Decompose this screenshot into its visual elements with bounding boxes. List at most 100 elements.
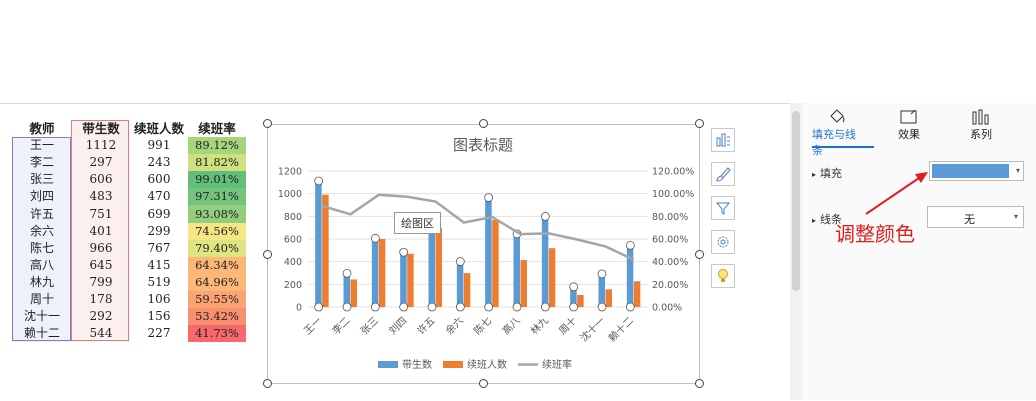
- cell-rate[interactable]: 64.96%: [188, 273, 246, 291]
- cell-students[interactable]: 606: [72, 171, 130, 189]
- chart-idea-button[interactable]: [711, 264, 735, 288]
- cell-students[interactable]: 483: [72, 188, 130, 206]
- cell-continuing[interactable]: 227: [147, 326, 171, 341]
- table-row: 李二 297 243 81.82%: [12, 154, 246, 172]
- fill-color-picker[interactable]: ▾: [929, 161, 1024, 181]
- cell-continuing[interactable]: 991: [147, 138, 171, 153]
- cell-rate[interactable]: 93.08%: [188, 205, 246, 223]
- legend-entry: 续班率: [542, 358, 572, 371]
- cell-students[interactable]: 544: [72, 325, 130, 343]
- cell-students[interactable]: 751: [72, 205, 130, 223]
- cell-continuing[interactable]: 299: [147, 223, 171, 238]
- legend-entry: 续班人数: [467, 358, 507, 371]
- cell-rate[interactable]: 99.01%: [188, 171, 246, 189]
- cell-rate[interactable]: 59.55%: [188, 290, 246, 309]
- bar-continuing: [633, 281, 641, 307]
- cell-teacher[interactable]: 林九: [12, 273, 72, 291]
- resize-handle-bottom-left[interactable]: [263, 379, 272, 388]
- panel-scrollbar[interactable]: [790, 103, 802, 400]
- cell-teacher[interactable]: 刘四: [12, 188, 72, 206]
- table-row: 林九 799 519 64.96%: [12, 273, 246, 291]
- cell-rate[interactable]: 41.73%: [188, 325, 246, 343]
- cell-students[interactable]: 292: [72, 308, 130, 326]
- cell-students[interactable]: 1112: [72, 137, 130, 155]
- cell-teacher[interactable]: 余六: [12, 222, 72, 240]
- chart-elements-button[interactable]: [711, 128, 735, 152]
- table-row: 许五 751 699 93.08%: [12, 205, 246, 223]
- cell-continuing[interactable]: 243: [147, 155, 171, 170]
- resize-handle-top[interactable]: [479, 119, 488, 128]
- cell-teacher[interactable]: 许五: [12, 205, 72, 223]
- cell-teacher[interactable]: 张三: [12, 171, 72, 189]
- cell-rate[interactable]: 64.34%: [188, 256, 246, 274]
- cell-rate[interactable]: 53.42%: [188, 308, 246, 326]
- cell-teacher[interactable]: 王一: [12, 137, 72, 155]
- y-tick-label-left: 1000: [278, 189, 302, 200]
- x-tick-label: 林九: [528, 314, 551, 337]
- fill-color-swatch: [932, 164, 1009, 178]
- chart-area[interactable]: 图表标题 0 200 400 600 800 1000 1200 0.00% 20.00% 40.0…: [267, 124, 700, 384]
- expand-fill-icon: ▸: [812, 170, 817, 179]
- header-rate[interactable]: 续班率: [198, 121, 236, 137]
- tab-fill-line[interactable]: 填充与线条: [812, 104, 862, 158]
- cell-teacher[interactable]: 赖十二: [12, 325, 72, 343]
- header-continuing[interactable]: 续班人数: [133, 121, 184, 137]
- cell-students[interactable]: 297: [72, 154, 130, 172]
- cell-teacher[interactable]: 高八: [12, 256, 72, 274]
- active-tab-indicator: [812, 146, 874, 148]
- cell-continuing[interactable]: 156: [147, 309, 171, 324]
- table-row: 高八 645 415 64.34%: [12, 256, 246, 274]
- cell-continuing[interactable]: 470: [147, 189, 171, 204]
- chart-filter-icon: [715, 202, 731, 215]
- resize-handle-left[interactable]: [263, 250, 272, 259]
- cell-continuing[interactable]: 767: [147, 240, 171, 255]
- chart-style-icon: [716, 167, 731, 182]
- cell-students[interactable]: 401: [72, 222, 130, 240]
- cell-continuing[interactable]: 106: [147, 291, 171, 306]
- fill-line-icon: [830, 109, 845, 123]
- chart-settings-button[interactable]: [711, 230, 735, 254]
- scrollbar-thumb[interactable]: [792, 111, 800, 291]
- cell-continuing[interactable]: 699: [147, 206, 171, 221]
- cell-teacher[interactable]: 陈七: [12, 239, 72, 257]
- tab-effects[interactable]: 效果: [884, 104, 934, 158]
- x-tick-label: 张三: [358, 315, 381, 338]
- combo-chart[interactable]: 图表标题 0 200 400 600 800 1000 1200 0.00% 20.00% 40.0…: [268, 125, 701, 385]
- fill-section[interactable]: ▸ 填充: [812, 165, 842, 181]
- cell-students[interactable]: 645: [72, 256, 130, 274]
- resize-handle-top-right[interactable]: [695, 119, 704, 128]
- cell-teacher[interactable]: 沈十一: [12, 308, 72, 326]
- header-teacher[interactable]: 教师: [29, 121, 55, 137]
- x-tick-label: 李二: [329, 314, 352, 337]
- chart-elements-icon: [716, 133, 730, 147]
- resize-handle-right[interactable]: [695, 250, 704, 259]
- chart-style-button[interactable]: [711, 162, 735, 186]
- chart-title: 图表标题: [453, 136, 513, 154]
- cell-teacher[interactable]: 李二: [12, 154, 72, 172]
- cell-teacher[interactable]: 周十: [12, 290, 72, 309]
- tab-series[interactable]: 系列: [956, 104, 1006, 158]
- cell-continuing[interactable]: 519: [147, 274, 171, 289]
- cell-students[interactable]: 178: [72, 290, 130, 309]
- cell-students[interactable]: 966: [72, 239, 130, 257]
- chart-filter-button[interactable]: [711, 196, 735, 220]
- header-students[interactable]: 带生数: [72, 120, 130, 138]
- line-section[interactable]: ▸ 线条: [812, 211, 842, 227]
- cell-rate[interactable]: 74.56%: [188, 222, 246, 240]
- resize-handle-top-left[interactable]: [263, 119, 272, 128]
- cell-rate[interactable]: 79.40%: [188, 239, 246, 257]
- resize-handle-bottom-right[interactable]: [695, 379, 704, 388]
- legend-swatch: [378, 361, 398, 368]
- bar-selection-handle: [597, 269, 607, 279]
- cell-rate[interactable]: 81.82%: [188, 154, 246, 172]
- resize-handle-bottom[interactable]: [479, 379, 488, 388]
- cell-continuing[interactable]: 415: [147, 257, 171, 272]
- cell-rate[interactable]: 97.31%: [188, 188, 246, 206]
- legend-swatch: [443, 361, 463, 368]
- bar-students: [485, 197, 492, 307]
- cell-continuing[interactable]: 600: [147, 172, 171, 187]
- cell-students[interactable]: 799: [72, 273, 130, 291]
- cell-rate[interactable]: 89.12%: [188, 137, 246, 155]
- table-row: 张三 606 600 99.01%: [12, 171, 246, 189]
- line-style-select[interactable]: 无 ▾: [927, 206, 1024, 228]
